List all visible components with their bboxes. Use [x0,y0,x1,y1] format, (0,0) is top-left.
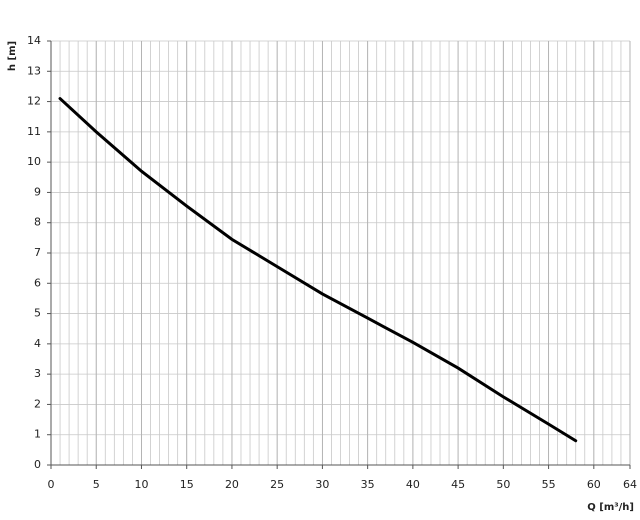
y-tick-label: 9 [34,185,41,198]
x-tick-label: 45 [451,478,465,491]
x-tick-label: 40 [406,478,420,491]
x-tick-label: 50 [496,478,510,491]
y-tick-label: 5 [34,307,41,320]
x-tick-label: 30 [315,478,329,491]
x-tick-label: 20 [225,478,239,491]
y-tick-label: 1 [34,428,41,441]
curve [58,97,578,443]
x-tick-label: 35 [361,478,375,491]
y-tick-label: 0 [34,458,41,471]
y-tick-label: 8 [34,216,41,229]
x-tick-label: 64 [623,478,637,491]
x-tick-label: 5 [93,478,100,491]
y-tick-label: 14 [27,34,41,47]
y-tick-label: 4 [34,337,41,350]
y-tick-label: 12 [27,95,41,108]
y-tick-label: 13 [27,64,41,77]
x-tick-label: 15 [180,478,194,491]
y-tick-label: 6 [34,276,41,289]
x-tick-label: 0 [48,478,55,491]
x-axis-label: Q [m³/h] [587,502,634,513]
y-tick-label: 10 [27,155,41,168]
y-tick-label: 2 [34,397,41,410]
x-tick-label: 25 [270,478,284,491]
x-tick-label: 10 [134,478,148,491]
y-tick-label: 11 [27,125,41,138]
y-axis-label: h [m] [7,41,18,71]
x-tick-label: 60 [587,478,601,491]
x-tick-label: 55 [542,478,556,491]
y-tick-label: 7 [34,246,41,259]
y-tick-label: 3 [34,367,41,380]
